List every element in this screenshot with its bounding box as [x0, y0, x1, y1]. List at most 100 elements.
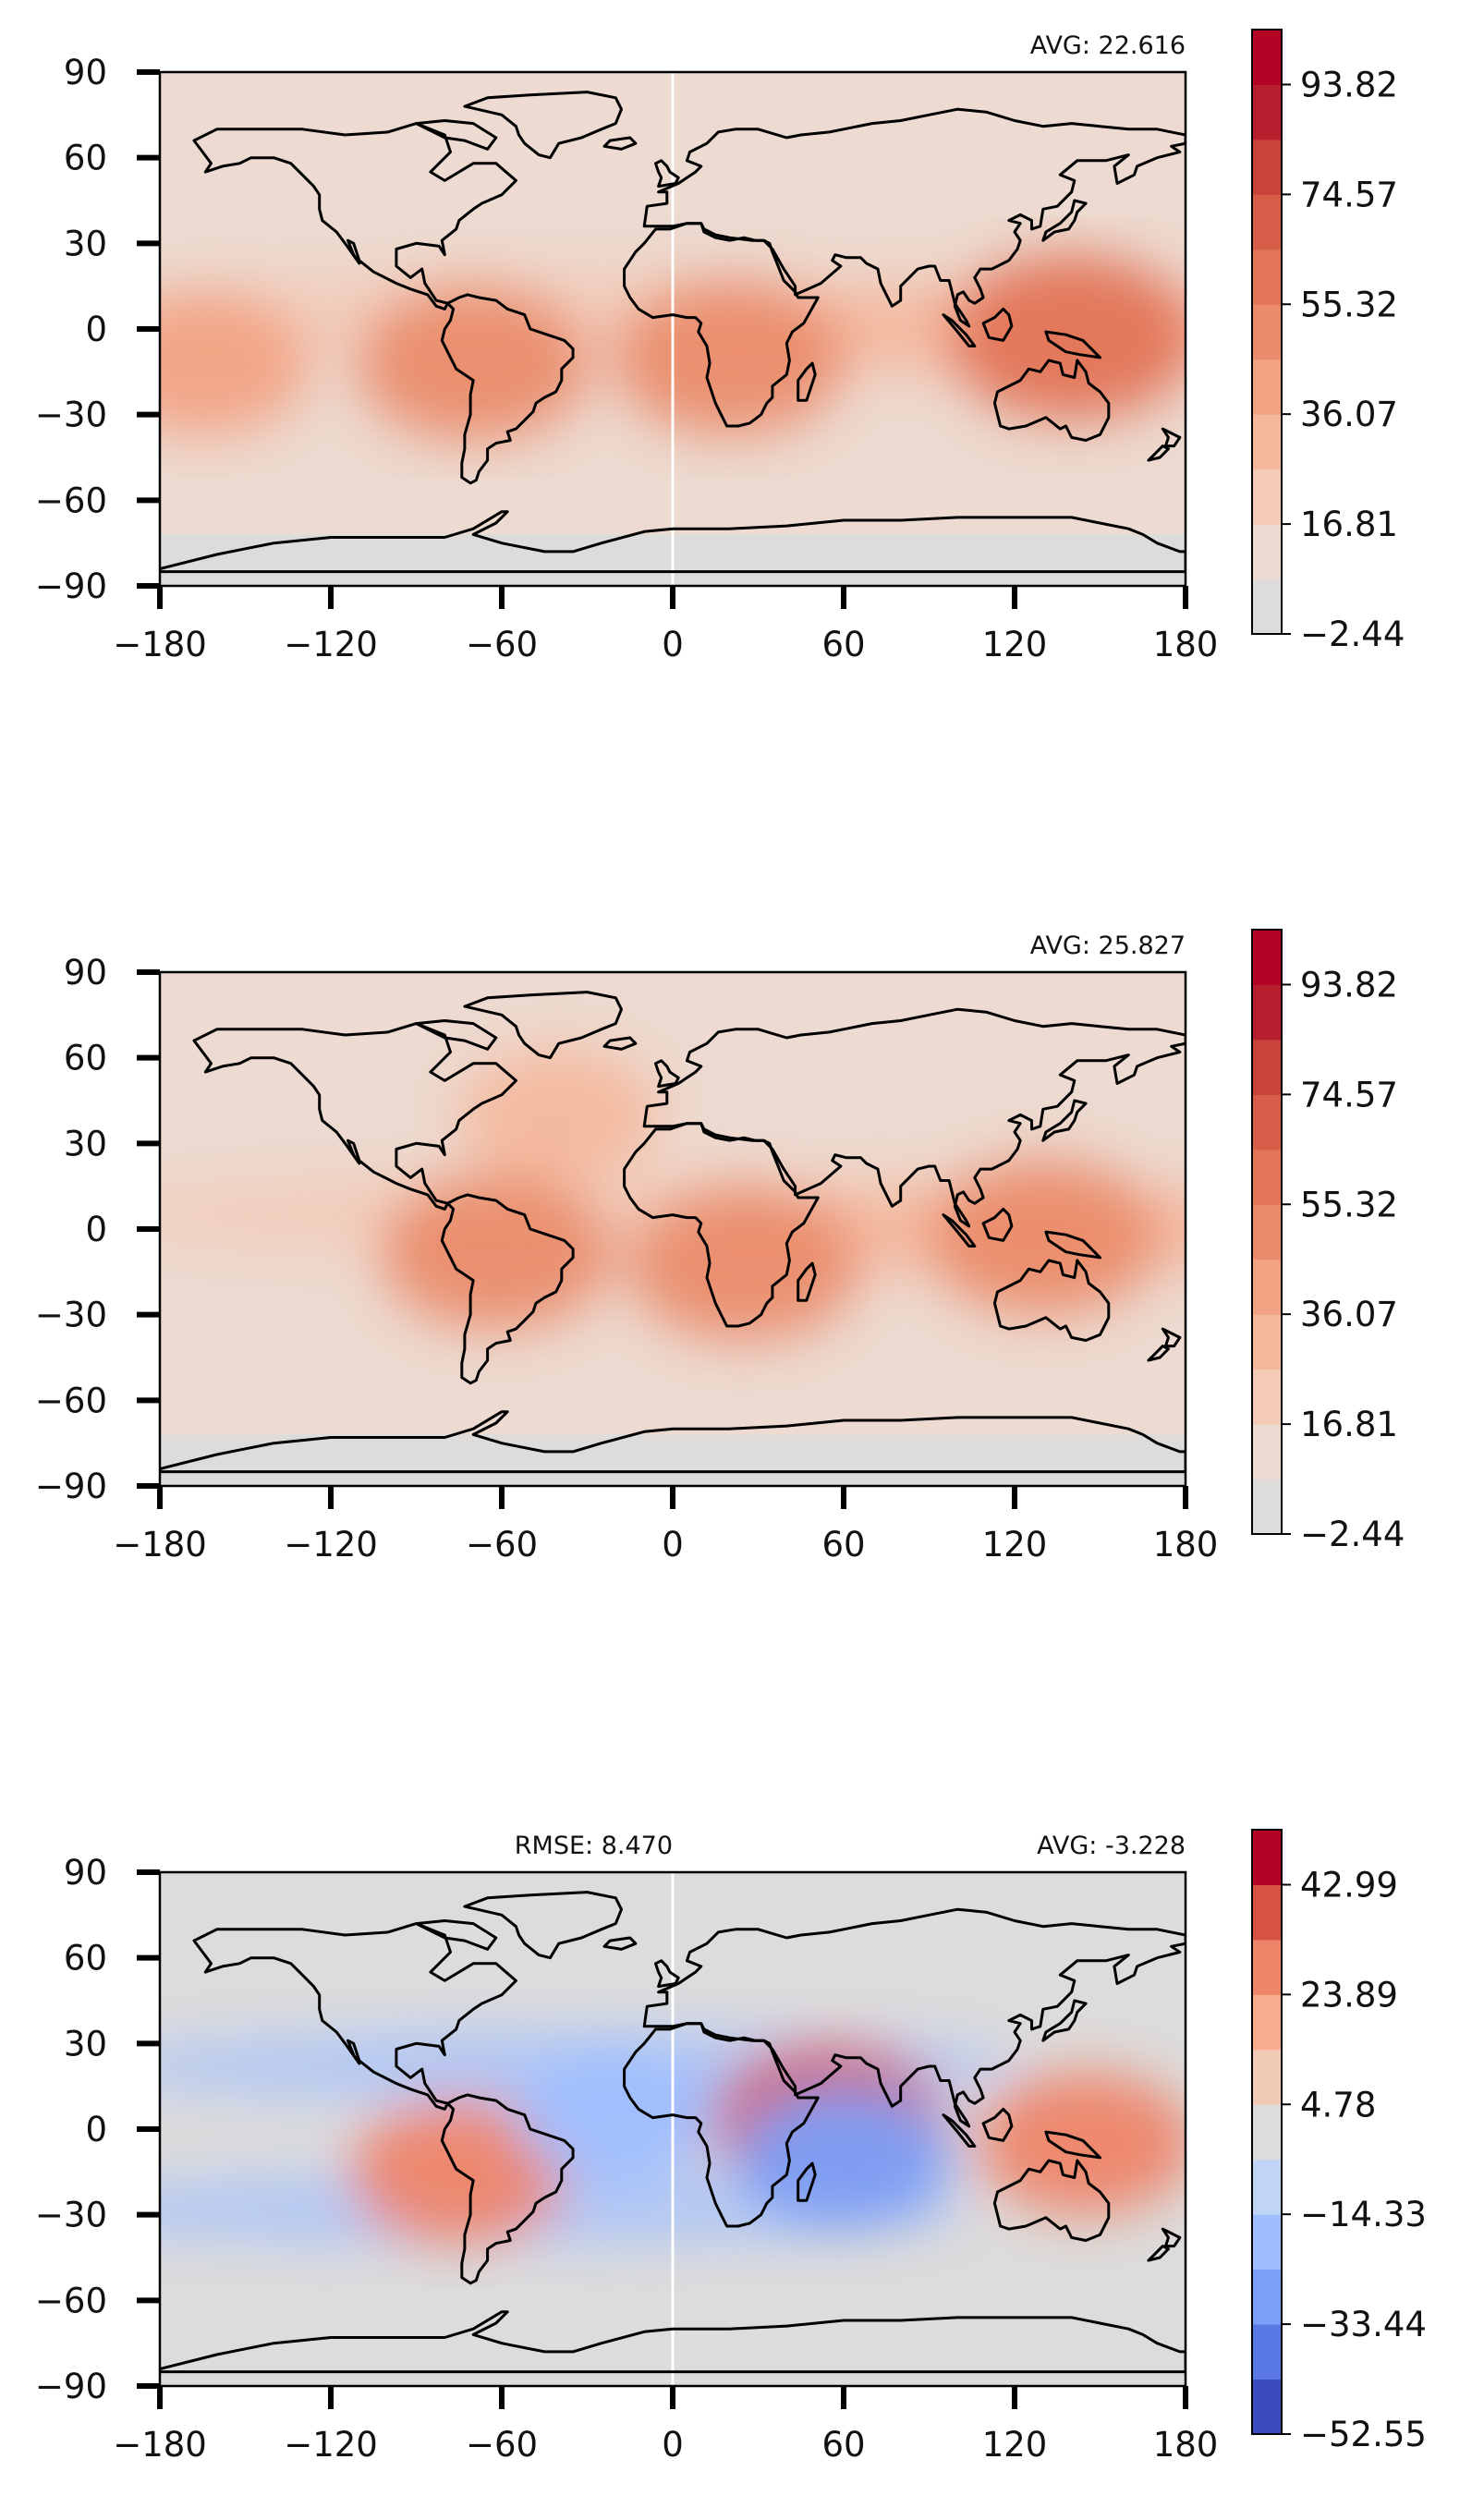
- colorbar-segment: [1252, 1314, 1282, 1370]
- y-tick-label: 90: [64, 1853, 107, 1893]
- colorbar-frame: [1251, 929, 1283, 1535]
- colorbar-tick-label: 93.82: [1300, 65, 1398, 104]
- y-tick-label: −90: [35, 2367, 107, 2406]
- colorbar-tick-label: 55.32: [1300, 285, 1398, 324]
- colorbar-segment: [1252, 524, 1282, 580]
- colorbar: 93.82 74.57 55.32 36.07 16.81 −2.44: [1251, 929, 1405, 1554]
- hotspot: [627, 1186, 861, 1342]
- coastline-australia: [992, 2159, 1111, 2242]
- colorbar-segment: [1252, 1039, 1282, 1095]
- colorbar-tick-label: 74.57: [1300, 175, 1398, 214]
- x-tick-label: −120: [284, 1525, 378, 1564]
- colorbar-segment: [1252, 194, 1282, 250]
- coastline-new-zealand-south: [1147, 2245, 1170, 2262]
- x-tick-label: −120: [284, 625, 378, 664]
- y-tick-label: 30: [64, 1124, 107, 1163]
- coastline-japan: [1041, 199, 1088, 242]
- rmse-annotation: RMSE: 8.470: [515, 1832, 673, 1860]
- x-tick-label: 60: [821, 1525, 865, 1564]
- colorbar-segment: [1252, 249, 1282, 305]
- coastline-south-america: [440, 293, 575, 485]
- colorbar-tick-label: 93.82: [1300, 965, 1398, 1004]
- colorbar-tick-label: 23.89: [1300, 1975, 1398, 2015]
- coastline-australia: [992, 359, 1111, 442]
- field-layer: [160, 1872, 1186, 2386]
- colorbar-segment: [1252, 2049, 1282, 2105]
- colorbar-segment: [1252, 30, 1282, 85]
- colorbar-tick-label: 74.57: [1300, 1075, 1398, 1114]
- y-tick-label: −30: [35, 1296, 107, 1335]
- colorbar-segment: [1252, 984, 1282, 1041]
- colorbar-segment: [1252, 414, 1282, 470]
- hotspot: [978, 2071, 1186, 2216]
- y-tick-label: −60: [35, 2281, 107, 2320]
- colorbar-segment: [1252, 1204, 1282, 1260]
- x-tick-label: 0: [662, 2425, 684, 2465]
- coastline-japan: [1041, 1099, 1088, 1142]
- x-tick-label: 120: [982, 1525, 1048, 1564]
- avg-annotation: AVG: 22.616: [1030, 31, 1186, 60]
- map-panel-3: −180 −120 −60 0 60 120 180 90 60 30 0 −30 −60 −90 RMSE…: [35, 1829, 1427, 2465]
- coastline-australia: [992, 1259, 1111, 1342]
- y-tick-label: 90: [64, 53, 107, 92]
- y-tick-label: 30: [64, 224, 107, 263]
- coastline-new-zealand-south: [1147, 444, 1170, 462]
- coastline-britain: [654, 1059, 680, 1089]
- coastline-africa: [623, 2022, 820, 2228]
- coastline-new-zealand: [1161, 427, 1182, 448]
- colorbar-segment: [1252, 304, 1282, 360]
- colorbar-segment: [1252, 84, 1282, 140]
- y-tick-label: 0: [85, 310, 107, 349]
- coastline-baffin-island: [415, 119, 498, 151]
- y-tick-label: 60: [64, 139, 107, 178]
- y-tick-label: 60: [64, 1039, 107, 1078]
- coastline-antarctica: [160, 2310, 1186, 2374]
- y-tick-label: −30: [35, 2196, 107, 2235]
- y-tick-label: −60: [35, 1381, 107, 1420]
- coastline-eurasia: [642, 1007, 1186, 1228]
- coastline-madagascar: [797, 2161, 817, 2202]
- coastline-eurasia: [642, 107, 1186, 328]
- coastline-eurasia: [642, 1907, 1186, 2128]
- coastline-baffin-island: [415, 1919, 498, 1951]
- y-tick-label: 60: [64, 1939, 107, 1978]
- coastline-north-america: [192, 122, 517, 310]
- hotspot: [613, 279, 846, 435]
- x-tick-label: 0: [662, 625, 684, 664]
- coastline-iceland: [602, 1036, 638, 1051]
- smoothed-field: [160, 2030, 1186, 2246]
- coastlines: [160, 91, 1186, 574]
- avg-annotation: AVG: -3.228: [1037, 1832, 1186, 1860]
- coastlines: [160, 991, 1186, 1474]
- colorbar-tick-label: 36.07: [1300, 1295, 1398, 1334]
- x-tick-label: −180: [113, 1525, 207, 1564]
- map-panel-2: −180 −120 −60 0 60 120 180 90 60 30 0 −30 −60 −90 AVG:…: [35, 929, 1405, 1564]
- coastline-sumatra: [942, 2113, 977, 2148]
- colorbar-segment: [1252, 2324, 1282, 2380]
- x-tick-label: 180: [1153, 2425, 1219, 2465]
- y-tick-label: 90: [64, 953, 107, 992]
- coastline-south-america: [440, 2093, 575, 2285]
- coastline-madagascar: [797, 1261, 817, 1302]
- x-tick-label: −60: [466, 625, 538, 664]
- y-tick-label: −60: [35, 481, 107, 520]
- hotspot: [946, 254, 1186, 421]
- x-tick-label: −60: [466, 1525, 538, 1564]
- hotspot: [516, 2048, 716, 2182]
- coastline-borneo: [981, 1207, 1014, 1242]
- coastline-britain: [654, 159, 680, 189]
- colorbar-tick-label: 55.32: [1300, 1185, 1398, 1224]
- y-tick-label: −30: [35, 396, 107, 435]
- coastline-africa: [623, 1122, 820, 1328]
- colorbar-tick-label: −2.44: [1300, 1515, 1405, 1554]
- coastline-japan: [1041, 1999, 1088, 2042]
- colorbar-segment: [1252, 2159, 1282, 2215]
- colorbar-tick-label: −14.33: [1300, 2195, 1427, 2234]
- colorbar-segment: [1252, 139, 1282, 195]
- hotspot: [926, 1160, 1160, 1316]
- coastline-iceland: [602, 136, 638, 151]
- x-tick-label: 120: [982, 2425, 1048, 2465]
- smoothed-field: [160, 1048, 1186, 1342]
- hotspot: [736, 2085, 952, 2230]
